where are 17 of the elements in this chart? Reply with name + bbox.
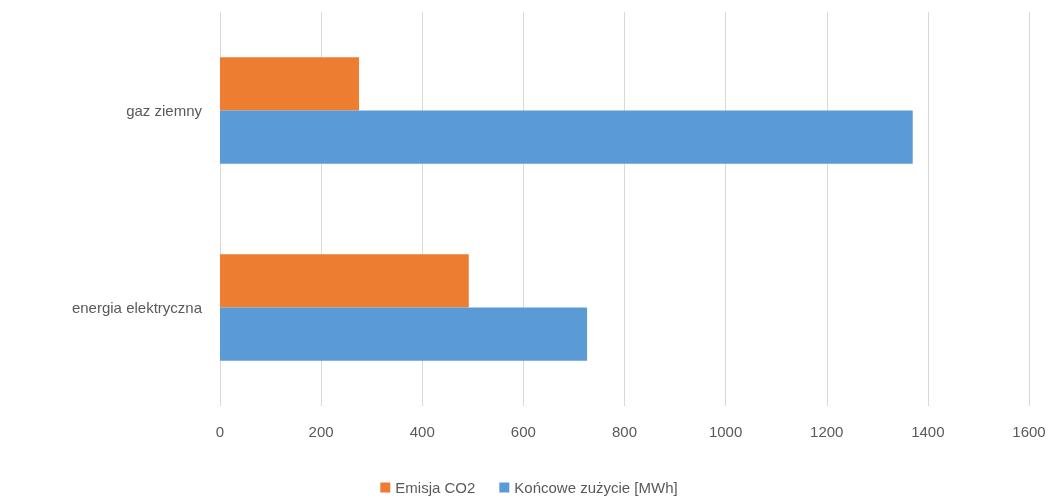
x-tick-label: 1400: [911, 423, 945, 440]
legend-label: Końcowe zużycie [MWh]: [514, 479, 678, 496]
y-tick-label: energia elektryczna: [71, 299, 203, 316]
x-tick-label: 0: [215, 423, 225, 440]
x-tick-label: 600: [510, 423, 536, 440]
bar: [220, 110, 913, 164]
x-tick-label: 400: [409, 423, 435, 440]
x-tick-label: 1200: [810, 423, 844, 440]
y-tick-label: gaz ziemny: [126, 102, 203, 119]
x-tick-label: 1600: [1012, 423, 1046, 440]
bar: [220, 307, 588, 361]
x-tick-label: 200: [308, 423, 334, 440]
x-tick-label: 1000: [708, 423, 743, 440]
bar: [220, 57, 360, 111]
bar: [220, 254, 469, 308]
legend-label: Emisja CO2: [395, 479, 476, 496]
x-tick-label: 800: [611, 423, 638, 440]
